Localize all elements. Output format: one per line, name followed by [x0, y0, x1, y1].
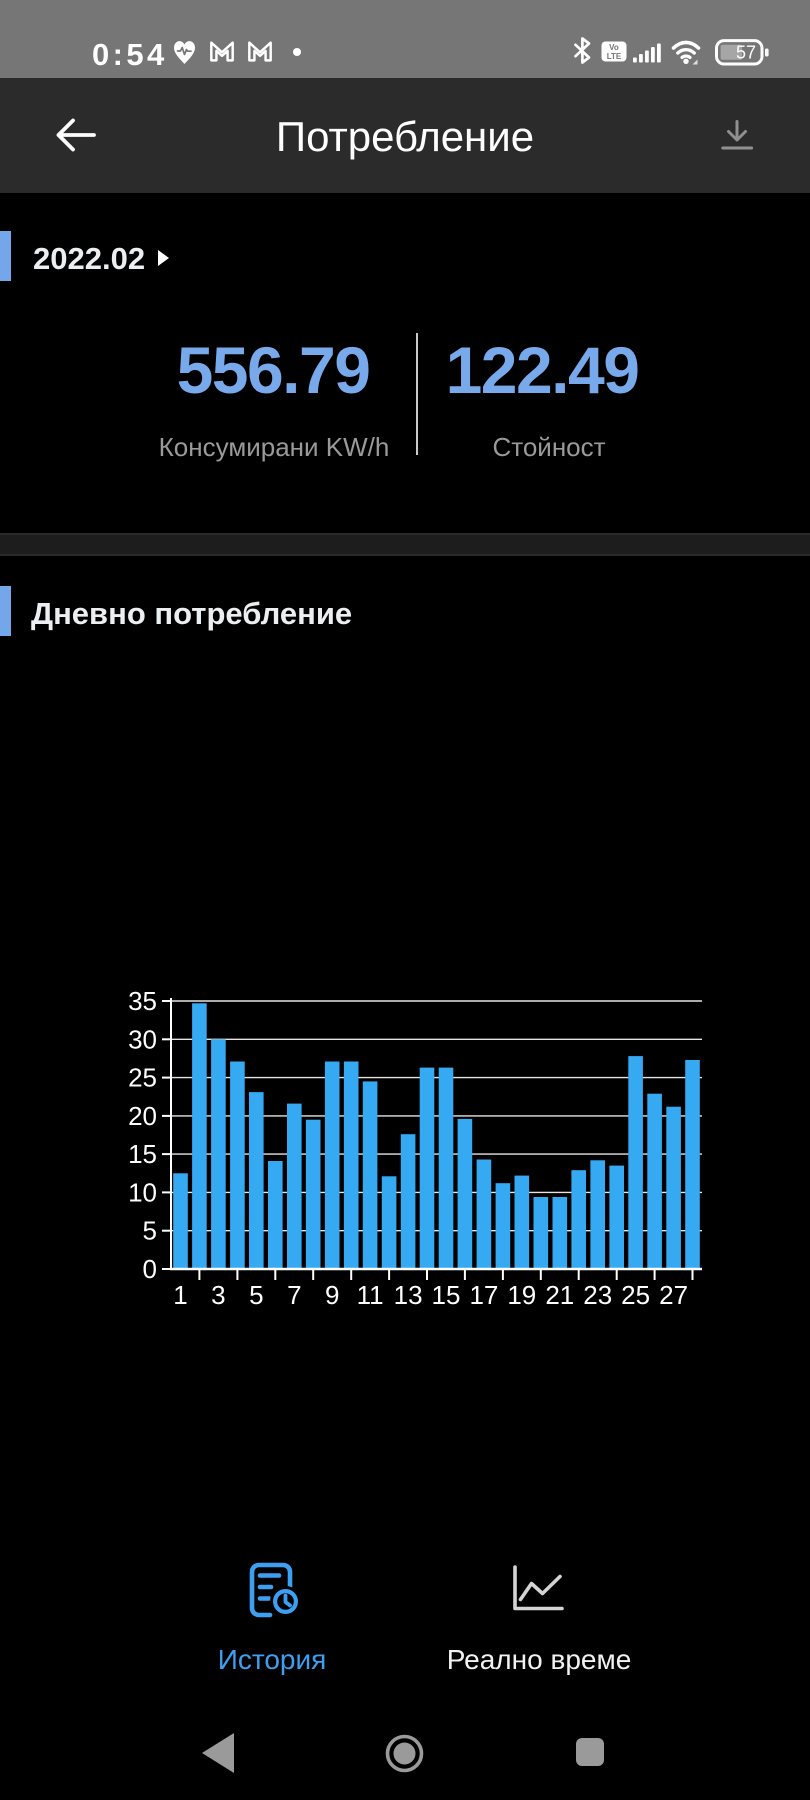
svg-text:25: 25: [621, 1280, 650, 1310]
svg-text:5: 5: [249, 1280, 263, 1310]
svg-text:9: 9: [325, 1280, 339, 1310]
svg-text:57: 57: [736, 43, 756, 63]
svg-text:15: 15: [128, 1139, 157, 1169]
svg-text:5: 5: [143, 1216, 157, 1246]
svg-text:10: 10: [128, 1177, 157, 1207]
svg-text:0: 0: [143, 1254, 157, 1284]
svg-text:7: 7: [287, 1280, 301, 1310]
svg-text:Vo: Vo: [609, 43, 619, 52]
svg-text:20: 20: [128, 1101, 157, 1131]
svg-text:13: 13: [394, 1280, 423, 1310]
svg-text:3: 3: [211, 1280, 225, 1310]
svg-text:25: 25: [128, 1063, 157, 1093]
svg-text:11: 11: [357, 1280, 384, 1310]
svg-text:23: 23: [583, 1280, 612, 1310]
svg-text:27: 27: [659, 1280, 688, 1310]
svg-text:15: 15: [432, 1280, 461, 1310]
svg-text:19: 19: [507, 1280, 536, 1310]
svg-text:35: 35: [128, 986, 157, 1016]
svg-text:30: 30: [128, 1024, 157, 1054]
svg-text:21: 21: [545, 1280, 574, 1310]
svg-text:1: 1: [173, 1280, 187, 1310]
svg-text:LTE: LTE: [607, 52, 622, 61]
svg-text:17: 17: [469, 1280, 498, 1310]
